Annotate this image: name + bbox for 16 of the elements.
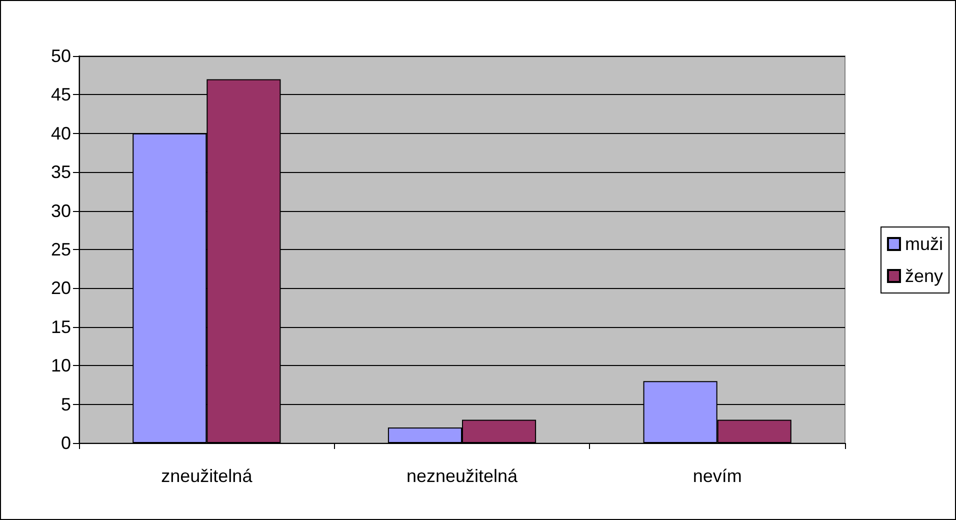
legend-label: muži — [904, 234, 943, 254]
y-tick-label: 5 — [60, 394, 71, 414]
y-tick-label: 35 — [50, 162, 71, 182]
y-tick-label: 0 — [60, 433, 71, 453]
y-tick-label: 20 — [50, 278, 71, 298]
y-tick-label: 40 — [50, 123, 71, 144]
legend-label: ženy — [904, 266, 944, 286]
x-tick-label: zneužitelná — [161, 466, 254, 486]
y-tick-label: 30 — [50, 200, 71, 221]
y-tick-label: 10 — [50, 356, 71, 376]
x-tick-label: nevím — [692, 466, 742, 486]
y-tick-label: 45 — [50, 84, 71, 105]
y-tick-label: 50 — [50, 46, 71, 66]
y-tick-label: 25 — [50, 240, 71, 260]
y-tick-label: 15 — [50, 316, 71, 337]
x-tick-label: nezneužitelná — [406, 466, 519, 486]
